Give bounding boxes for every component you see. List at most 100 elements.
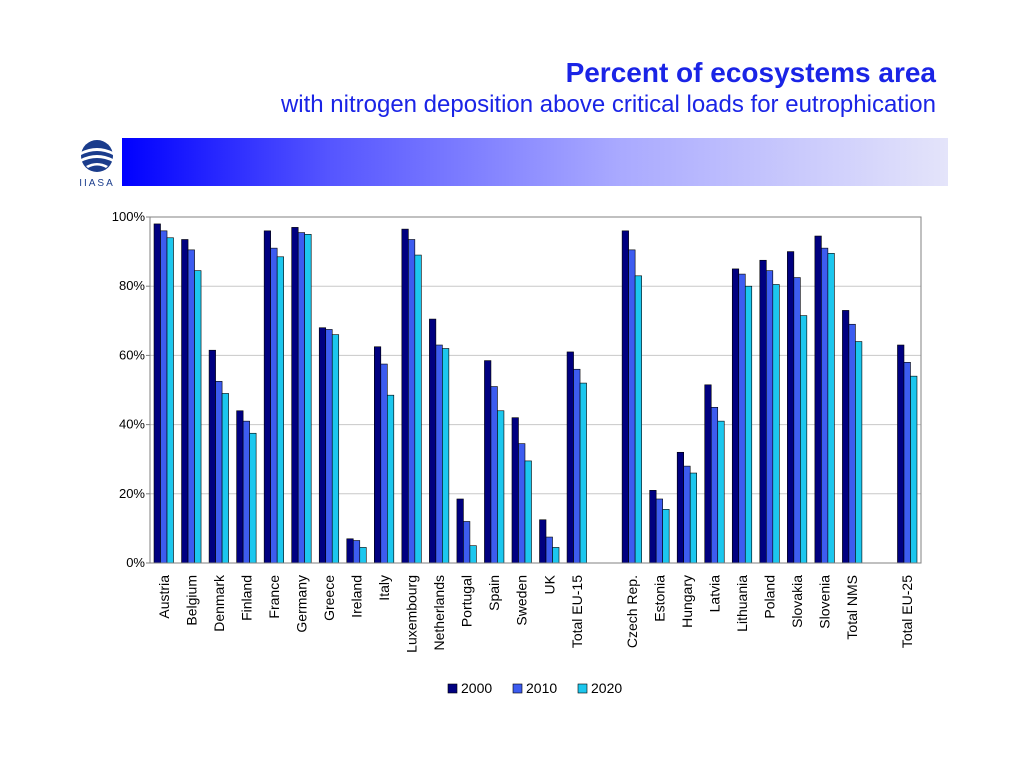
x-tick-label: Netherlands	[431, 575, 447, 651]
svg-text:IIASA: IIASA	[79, 178, 115, 188]
bar-2010	[573, 368, 581, 564]
bar-2010	[903, 362, 911, 564]
x-tick-label: UK	[541, 574, 557, 594]
bar-2010	[490, 386, 498, 564]
banner-gradient	[122, 138, 948, 186]
bar-2020	[414, 254, 422, 564]
bar-2020	[827, 253, 835, 564]
bar-2020	[442, 348, 450, 564]
x-tick-label: Denmark	[211, 574, 227, 632]
bar-2020	[331, 334, 340, 564]
legend-swatch	[447, 683, 458, 694]
x-tick-label: Total EU-25	[899, 575, 915, 648]
bar-2000	[759, 259, 767, 564]
bar-2010	[463, 521, 471, 564]
y-tick-label: 20%	[119, 486, 145, 501]
bar-2020	[249, 432, 257, 564]
x-tick-label: Czech Rep.	[624, 575, 640, 648]
y-tick-label: 80%	[119, 278, 145, 293]
bar-2010	[738, 273, 746, 564]
x-tick-label: Total EU-15	[569, 575, 585, 648]
bar-2000	[236, 410, 244, 564]
bar-2010	[655, 498, 663, 564]
bar-2000	[566, 351, 574, 564]
legend-label: 2000	[461, 680, 492, 696]
bar-2020	[194, 270, 202, 564]
legend: 2000 2010 2020	[447, 680, 622, 696]
y-tick-label: 40%	[119, 417, 145, 432]
bar-2020	[634, 275, 642, 564]
x-tick-label: Greece	[321, 575, 337, 621]
bar-2010	[187, 249, 195, 564]
bar-2010	[408, 239, 416, 564]
x-tick-label: Germany	[293, 575, 309, 633]
bar-2010	[628, 249, 636, 564]
bar-2000	[346, 538, 354, 564]
bar-2000	[539, 519, 547, 564]
iiasa-logo: IIASA	[72, 136, 122, 189]
bar-2020	[689, 472, 697, 564]
title-block: Percent of ecosystems area with nitrogen…	[281, 56, 936, 120]
bar-2000	[291, 227, 299, 564]
bar-2010	[710, 406, 719, 564]
x-tick-label: Slovakia	[789, 575, 805, 628]
bar-2010	[821, 247, 829, 564]
x-tick-label: Latvia	[706, 575, 722, 613]
x-tick-label: Total NMS	[844, 575, 860, 640]
bar-2010	[215, 381, 223, 564]
bar-2010	[270, 247, 278, 564]
bar-2020	[855, 341, 863, 564]
bar-2010	[435, 344, 443, 564]
bar-2020	[662, 509, 670, 564]
bar-2000	[649, 490, 657, 564]
y-tick-label: 100%	[112, 209, 146, 224]
bar-2010	[242, 420, 250, 564]
bar-2020	[552, 547, 560, 564]
bar-2010	[683, 465, 691, 564]
x-tick-label: Slovenia	[817, 575, 833, 629]
x-tick-label: Belgium	[183, 575, 199, 626]
bar-2020	[359, 547, 367, 564]
bar-2020	[744, 285, 753, 564]
bar-2000	[897, 344, 905, 564]
chart-subtitle: with nitrogen deposition above critical …	[280, 91, 936, 118]
x-tick-label: Estonia	[651, 575, 667, 622]
bar-2010	[518, 443, 526, 564]
bar-2020	[579, 382, 587, 564]
bar-2000	[181, 239, 189, 564]
bar-2020	[524, 460, 532, 564]
legend-swatch	[512, 683, 523, 694]
bar-2020	[276, 256, 284, 564]
x-tick-label: France	[266, 575, 282, 619]
x-tick-label: Portugal	[459, 575, 475, 627]
bar-2000	[429, 318, 437, 564]
bar-2000	[153, 223, 161, 564]
bar-2010	[325, 329, 333, 564]
bar-2020	[387, 394, 395, 564]
bar-2020	[910, 375, 918, 564]
chart-title: Percent of ecosystems area	[565, 57, 936, 88]
bar-2020	[166, 237, 174, 564]
bar-2000	[263, 230, 271, 564]
x-tick-label: Austria	[156, 575, 172, 619]
legend-label: 2010	[526, 680, 557, 696]
bar-2020	[221, 393, 229, 564]
y-tick-label: 60%	[119, 347, 145, 362]
bar-2000	[704, 384, 712, 564]
y-axis-ticks: 0% 20% 40% 60% 80% 100%	[112, 209, 150, 570]
bar-2010	[766, 270, 774, 564]
bar-2010	[793, 277, 801, 564]
bar-2000	[456, 498, 464, 564]
bar-2000	[374, 346, 382, 564]
y-tick-label: 0%	[126, 555, 145, 570]
bar-2020	[304, 234, 312, 564]
x-tick-label: Ireland	[349, 575, 365, 618]
bar-2000	[208, 349, 216, 564]
bar-2010	[848, 323, 856, 564]
bar-2020	[469, 545, 477, 564]
x-tick-label: Lithuania	[734, 575, 750, 632]
bar-2010	[297, 232, 305, 564]
bar-2000	[814, 235, 822, 564]
bar-2000	[318, 327, 327, 564]
